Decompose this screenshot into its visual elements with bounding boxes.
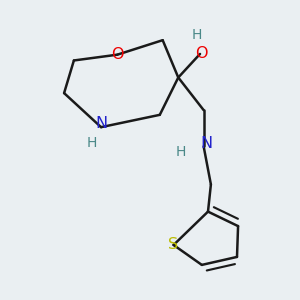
Text: S: S [169, 238, 178, 253]
Text: N: N [200, 136, 213, 151]
Text: H: H [87, 136, 97, 151]
Text: O: O [196, 46, 208, 62]
Text: N: N [95, 116, 107, 131]
Text: H: H [191, 28, 202, 42]
Text: O: O [111, 47, 124, 62]
Text: H: H [176, 145, 186, 159]
